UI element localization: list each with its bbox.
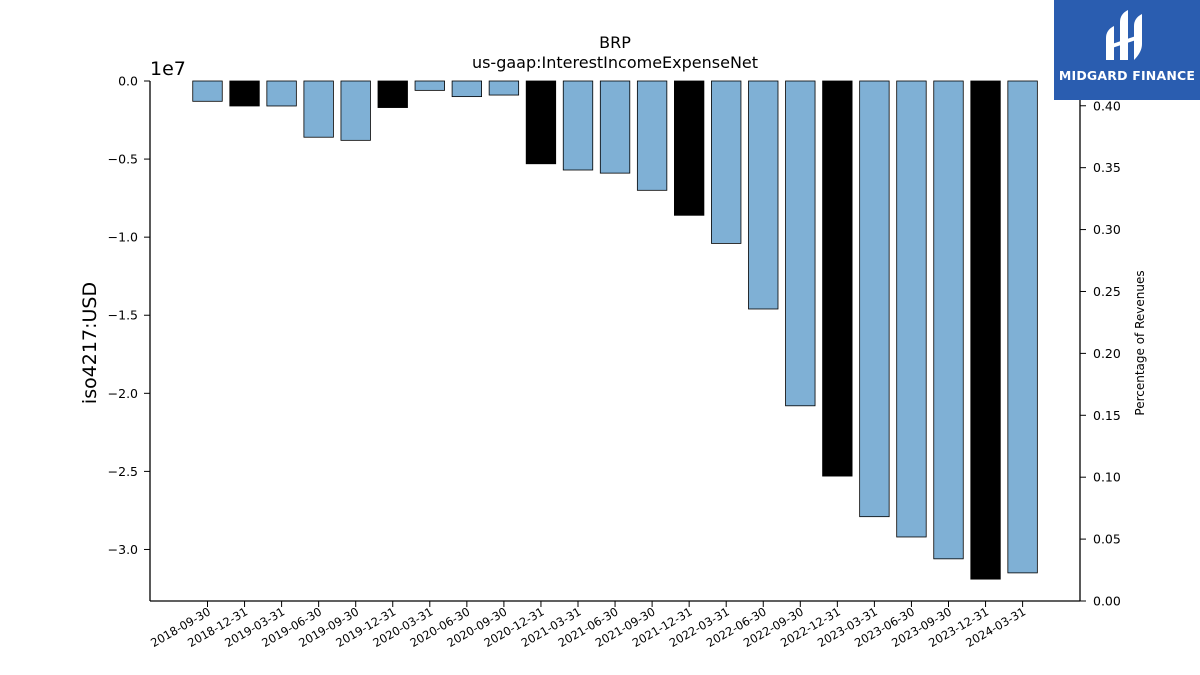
y-tick-label: 0.0 — [118, 74, 138, 89]
y-tick-label: −0.5 — [108, 152, 138, 167]
y2-tick-label: 0.10 — [1093, 470, 1121, 485]
y-tick-label: −2.0 — [108, 386, 138, 401]
y2-tick-label: 0.20 — [1093, 346, 1121, 361]
bar-2022-06-30 — [748, 80, 779, 310]
bar-2019-06-30 — [303, 80, 334, 138]
y-axis-ticks: 0.0 −0.5 −1.0 −1.5 −2.0 −2.5 −3.0 — [108, 74, 150, 557]
y-tick-label: −1.0 — [108, 230, 138, 245]
bar-2019-12-31 — [377, 80, 408, 108]
secondary-y-axis-label: Percentage of Revenues — [1133, 270, 1147, 415]
logo-text: MIDGARD FINANCE — [1058, 68, 1196, 83]
bar-2020-06-30 — [451, 80, 483, 98]
y-axis-label: iso4217:USD — [79, 282, 101, 404]
logo-mark-icon — [1106, 10, 1142, 60]
bar-2021-12-31 — [674, 80, 705, 216]
bar-2020-09-30 — [488, 80, 520, 96]
bar-2020-12-31 — [525, 80, 557, 165]
bar-2018-09-30 — [192, 80, 223, 102]
bar-2021-09-30 — [636, 80, 668, 191]
bar-2021-03-31 — [562, 80, 594, 171]
bar-series — [192, 80, 1038, 580]
y2-tick-label: 0.35 — [1093, 160, 1121, 175]
bar-2019-09-30 — [340, 80, 371, 141]
bar-2024-03-31 — [1007, 80, 1038, 574]
bar-2023-06-30 — [896, 80, 927, 538]
bar-2022-12-31 — [822, 80, 853, 477]
chart-subtitle: us-gaap:InterestIncomeExpenseNet — [472, 53, 758, 72]
y2-tick-label: 0.30 — [1093, 222, 1121, 237]
bar-2023-12-31 — [970, 80, 1001, 580]
bar-2022-09-30 — [785, 80, 816, 407]
y-axis-offset-label: 1e7 — [150, 58, 186, 80]
x-axis-ticks: 2018-09-302018-12-312019-03-312019-06-30… — [148, 601, 1028, 650]
bar-2021-06-30 — [599, 80, 631, 174]
secondary-y-axis-ticks: 0.00 0.05 0.10 0.15 0.20 0.25 0.30 0.35 0.40 — [1080, 98, 1121, 609]
bar-2022-03-31 — [711, 80, 742, 244]
y-tick-label: −1.5 — [108, 308, 138, 323]
y2-tick-label: 0.25 — [1093, 284, 1121, 299]
bar-2020-03-31 — [414, 80, 445, 91]
bar-2023-03-31 — [859, 80, 890, 518]
y2-tick-label: 0.00 — [1093, 594, 1121, 609]
midgard-finance-logo: MIDGARD FINANCE — [1054, 0, 1200, 100]
y2-tick-label: 0.40 — [1093, 98, 1121, 113]
bar-2018-12-31 — [229, 80, 260, 107]
chart-title: BRP — [599, 33, 631, 52]
y2-tick-label: 0.05 — [1093, 532, 1121, 547]
bar-2023-09-30 — [933, 80, 964, 560]
y-tick-label: −3.0 — [108, 542, 138, 557]
y-tick-label: −2.5 — [108, 464, 138, 479]
y2-tick-label: 0.15 — [1093, 408, 1121, 423]
bar-2019-03-31 — [266, 80, 297, 107]
